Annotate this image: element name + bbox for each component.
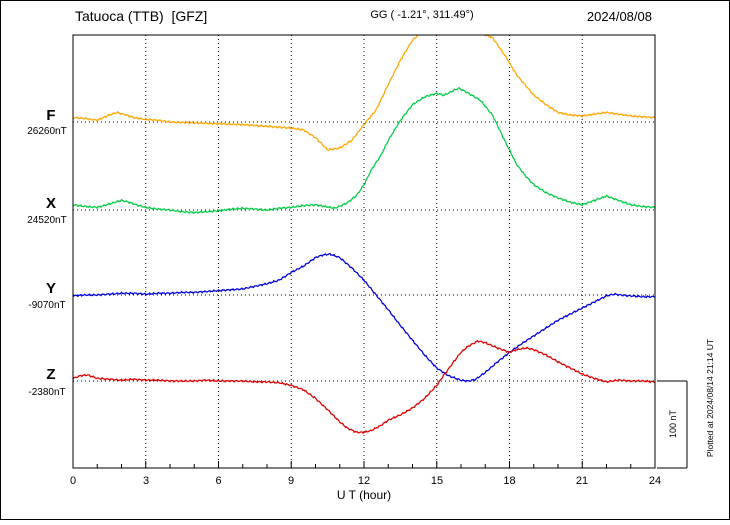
scale-bar: 100 nT [657, 380, 688, 469]
grid-lines [145, 35, 583, 468]
trace-Z [73, 339, 655, 434]
x-tick-label-9: 9 [288, 475, 294, 487]
x-tick-label-15: 15 [431, 475, 443, 487]
plotted-at-note: Plotted at 2024/08/14 21:14 UT [705, 339, 715, 457]
component-traces [73, 35, 655, 434]
x-tick-label-18: 18 [503, 475, 515, 487]
component-X-baseline-value: 24520nT [27, 215, 66, 226]
component-F-baseline-value: 26260nT [27, 126, 66, 137]
geographic-coords-label: GG ( -1.21°, 311.49°) [370, 9, 473, 21]
trace-F [73, 35, 655, 151]
x-tick-label-12: 12 [358, 475, 370, 487]
trace-X [73, 87, 655, 215]
scale-bar-label: 100 nT [668, 409, 678, 438]
x-tick-label-6: 6 [215, 475, 221, 487]
component-Z-label: Z [46, 366, 55, 383]
station-title: Tatuoca (TTB) [GFZ] [75, 8, 207, 24]
x-axis-title: U T (hour) [337, 488, 391, 502]
component-X-label: X [46, 195, 56, 212]
x-tick-label-3: 3 [143, 475, 149, 487]
date-label: 2024/08/08 [587, 9, 652, 24]
trace-Y [73, 252, 655, 383]
x-tick-label-24: 24 [649, 475, 661, 487]
component-Y-label: Y [46, 280, 56, 297]
x-tick-label-0: 0 [70, 475, 76, 487]
component-F-label: F [46, 107, 55, 124]
component-Y-baseline-value: -9070nT [28, 300, 65, 311]
component-Z-baseline-value: -2380nT [28, 387, 65, 398]
x-tick-label-21: 21 [576, 475, 588, 487]
plot-frame [72, 34, 656, 469]
